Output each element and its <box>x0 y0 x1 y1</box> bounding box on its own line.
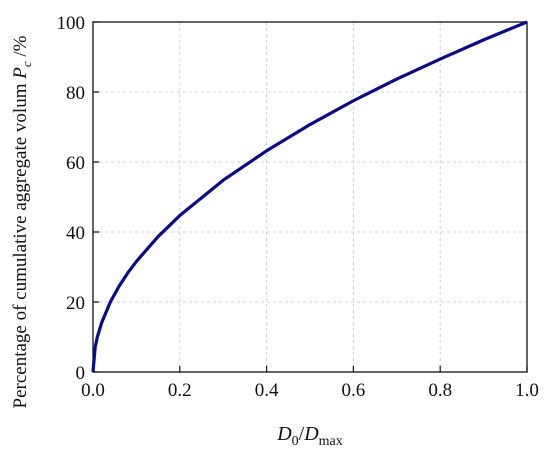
x-axis-label: D0/Dmax <box>276 423 343 449</box>
x-label-part: max <box>319 434 343 449</box>
y-tick-label: 40 <box>66 223 85 244</box>
x-tick-label: 0.8 <box>428 380 452 401</box>
y-label-part: Percentage of cumulative aggregate volum <box>10 79 31 409</box>
x-tick-label: 0.2 <box>168 380 192 401</box>
y-tick-label: 20 <box>66 293 85 314</box>
plot-frame <box>92 21 528 373</box>
y-label-part: /% <box>10 35 31 61</box>
x-label-part: D <box>303 423 319 445</box>
y-tick-label: 60 <box>66 153 85 174</box>
x-tick-label: 0.4 <box>255 380 279 401</box>
x-tick-label: 0.0 <box>81 380 105 401</box>
y-tick-label: 100 <box>57 13 86 34</box>
x-label-part: / <box>299 423 305 445</box>
x-tick-label: 0.6 <box>342 380 366 401</box>
x-tick-label: 1.0 <box>515 380 539 401</box>
y-tick-label: 0 <box>76 363 86 384</box>
data-line <box>91 20 528 373</box>
y-label-part: c <box>19 61 34 67</box>
y-tick-label: 80 <box>66 83 85 104</box>
x-label-part: 0 <box>292 434 299 449</box>
y-axis-label: Percentage of cumulative aggregate volum… <box>10 35 34 408</box>
y-label-part: P <box>10 67 31 80</box>
x-label-part: D <box>276 423 292 445</box>
